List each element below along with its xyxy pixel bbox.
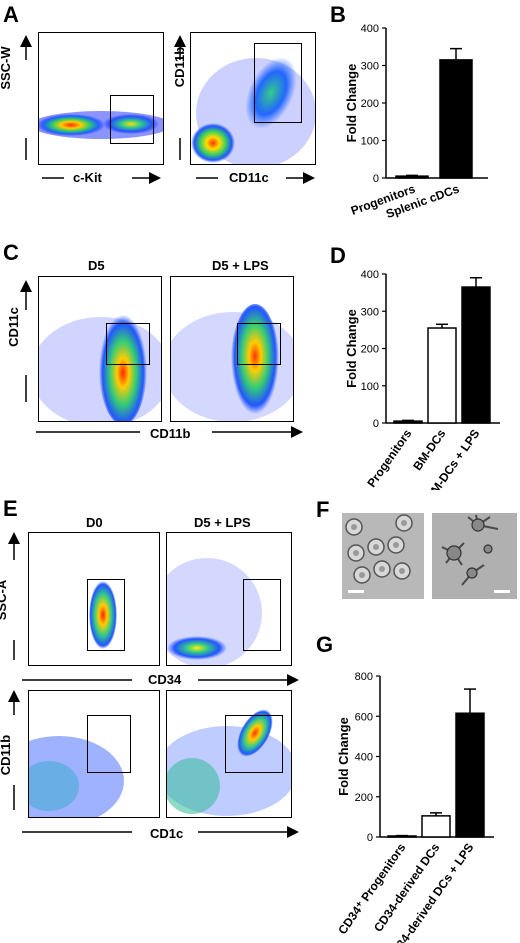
flow-plot-a-cd11c bbox=[190, 32, 316, 165]
axis-label-ckit: c-Kit bbox=[73, 170, 102, 185]
micrograph-progenitors bbox=[342, 513, 424, 599]
flow-density-e-d0-cd1c bbox=[29, 736, 124, 817]
axis-label-cd1c: CD1c bbox=[150, 826, 184, 841]
y-tick-label: 300 bbox=[361, 306, 379, 318]
bar bbox=[395, 175, 429, 179]
panel-letter-c: C bbox=[3, 240, 19, 265]
flow-plot-c-d5 bbox=[38, 276, 162, 422]
y-axis-label: Fold Change bbox=[336, 717, 351, 796]
gate-e-d0-cd1c bbox=[87, 715, 131, 773]
gate-a-ckit bbox=[110, 95, 154, 144]
y-tick-label: 0 bbox=[373, 173, 379, 185]
flow-density-a-cd11c bbox=[191, 57, 315, 164]
panel-letter-g: G bbox=[316, 632, 334, 657]
y-tick-label: 600 bbox=[355, 711, 373, 723]
gate-e-d0-cd34 bbox=[87, 579, 125, 651]
y-tick-label: 400 bbox=[355, 752, 373, 764]
flow-plot-e-lps-cd34 bbox=[166, 532, 292, 666]
flow-plot-a-ckit bbox=[38, 32, 164, 165]
flow-plot-e-lps-cd1c bbox=[166, 690, 292, 818]
gate-e-lps-cd34 bbox=[243, 579, 281, 651]
gate-c-d5-lps bbox=[237, 323, 281, 365]
panel-letter-f: F bbox=[316, 497, 330, 522]
panel-letter-b: B bbox=[330, 2, 346, 27]
axis-label-cd11b-e: CD11b bbox=[0, 734, 13, 776]
axis-label-ssc-a: SSC-A bbox=[0, 579, 9, 621]
bar bbox=[455, 712, 485, 838]
bar bbox=[421, 815, 451, 838]
micrograph-cells-dendritic bbox=[441, 514, 510, 593]
flow-density-c-d5 bbox=[39, 309, 161, 421]
y-tick-label: 100 bbox=[361, 136, 379, 148]
flow-density-e-lps-cd1c bbox=[167, 709, 291, 816]
gate-c-d5 bbox=[106, 323, 150, 365]
y-tick-label: 0 bbox=[373, 418, 379, 430]
micrograph-dcs bbox=[432, 513, 517, 599]
bar bbox=[461, 286, 491, 424]
plot-title-c-d5: D5 bbox=[88, 258, 105, 273]
plot-title-c-d5-lps: D5 + LPS bbox=[212, 258, 269, 273]
category-label: Progenitors bbox=[364, 426, 414, 489]
y-tick-label: 300 bbox=[361, 61, 379, 73]
y-axis-label: Fold Change bbox=[344, 309, 359, 388]
plot-title-e-d5-lps: D5 + LPS bbox=[194, 515, 251, 530]
y-tick-label: 400 bbox=[361, 269, 379, 281]
gate-e-lps-cd1c bbox=[225, 715, 283, 773]
axis-label-cd11c-a: CD11c bbox=[229, 170, 269, 185]
bar bbox=[439, 59, 473, 179]
panel-letter-d: D bbox=[330, 243, 346, 268]
gate-a-cd11c bbox=[254, 43, 302, 123]
y-tick-label: 100 bbox=[361, 381, 379, 393]
axis-label-cd34: CD34 bbox=[148, 672, 182, 687]
flow-density-c-d5-lps bbox=[171, 304, 293, 421]
y-axis-label: Fold Change bbox=[344, 64, 359, 143]
plot-title-e-d0: D0 bbox=[86, 515, 103, 530]
flow-plot-e-d0-cd34 bbox=[28, 532, 160, 666]
micrograph-cells-round bbox=[345, 514, 413, 593]
axis-label-cd11b-c: CD11b bbox=[150, 426, 191, 441]
flow-density-e-lps-cd34 bbox=[167, 558, 262, 665]
flow-density-e-d0-cd34 bbox=[89, 581, 117, 649]
y-tick-label: 200 bbox=[355, 792, 373, 804]
y-tick-label: 200 bbox=[361, 98, 379, 110]
flow-plot-c-d5-lps bbox=[170, 276, 294, 422]
panel-letter-e: E bbox=[3, 496, 18, 521]
y-tick-label: 200 bbox=[361, 344, 379, 356]
axis-label-cd11c-c: CD11c bbox=[6, 307, 21, 347]
bar bbox=[393, 420, 423, 424]
y-tick-label: 0 bbox=[367, 832, 373, 844]
y-tick-label: 400 bbox=[361, 23, 379, 35]
flow-density-a-ckit bbox=[39, 111, 163, 139]
flow-plot-e-d0-cd1c bbox=[28, 690, 160, 818]
panel-letter-a: A bbox=[3, 2, 19, 27]
y-tick-label: 800 bbox=[355, 671, 373, 683]
bar bbox=[427, 327, 457, 424]
